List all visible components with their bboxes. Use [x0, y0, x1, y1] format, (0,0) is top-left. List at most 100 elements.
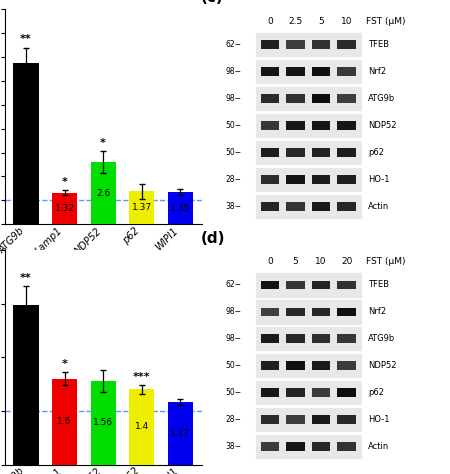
Text: p62: p62 — [369, 148, 384, 157]
Text: HO-1: HO-1 — [369, 415, 390, 424]
FancyBboxPatch shape — [338, 335, 356, 343]
FancyBboxPatch shape — [255, 167, 362, 192]
Text: 1.6: 1.6 — [57, 417, 72, 426]
FancyBboxPatch shape — [255, 353, 362, 378]
FancyBboxPatch shape — [312, 202, 330, 210]
Text: 0: 0 — [267, 257, 273, 266]
FancyBboxPatch shape — [255, 272, 362, 298]
FancyBboxPatch shape — [261, 148, 279, 157]
Text: 62−: 62− — [225, 280, 242, 289]
FancyBboxPatch shape — [261, 308, 279, 316]
FancyBboxPatch shape — [255, 326, 362, 352]
FancyBboxPatch shape — [312, 335, 330, 343]
Text: ATG9b: ATG9b — [369, 334, 396, 343]
FancyBboxPatch shape — [312, 121, 330, 130]
Text: 10: 10 — [315, 257, 327, 266]
FancyBboxPatch shape — [255, 299, 362, 325]
Text: ATG9b: ATG9b — [369, 94, 396, 103]
FancyBboxPatch shape — [261, 415, 279, 424]
Text: Nrf2: Nrf2 — [369, 67, 387, 76]
FancyBboxPatch shape — [261, 335, 279, 343]
Text: 50−: 50− — [225, 148, 242, 157]
Bar — [168, 192, 193, 224]
FancyBboxPatch shape — [255, 407, 362, 432]
FancyBboxPatch shape — [312, 442, 330, 451]
FancyBboxPatch shape — [261, 442, 279, 451]
Text: NDP52: NDP52 — [369, 121, 397, 130]
Text: 2.5: 2.5 — [288, 17, 303, 26]
Text: HO-1: HO-1 — [369, 175, 390, 184]
Text: 38−: 38− — [225, 442, 242, 451]
Text: 10: 10 — [341, 17, 352, 26]
FancyBboxPatch shape — [286, 415, 305, 424]
FancyBboxPatch shape — [261, 202, 279, 210]
Bar — [90, 162, 116, 224]
FancyBboxPatch shape — [255, 434, 362, 459]
Text: 62−: 62− — [225, 40, 242, 49]
Text: ***: *** — [133, 372, 150, 382]
Text: *: * — [100, 138, 106, 148]
Bar — [52, 379, 77, 465]
FancyBboxPatch shape — [286, 175, 305, 183]
FancyBboxPatch shape — [338, 40, 356, 49]
FancyBboxPatch shape — [312, 415, 330, 424]
FancyBboxPatch shape — [338, 94, 356, 103]
Text: Actin: Actin — [369, 202, 390, 211]
FancyBboxPatch shape — [286, 281, 305, 289]
Text: **: ** — [20, 273, 32, 283]
FancyBboxPatch shape — [261, 94, 279, 103]
Text: 0: 0 — [267, 17, 273, 26]
FancyBboxPatch shape — [286, 442, 305, 451]
Text: 38−: 38− — [225, 202, 242, 211]
FancyBboxPatch shape — [312, 94, 330, 103]
Text: 1.32: 1.32 — [54, 204, 75, 213]
Text: 1.17: 1.17 — [170, 428, 190, 438]
Text: NDP52: NDP52 — [369, 361, 397, 370]
FancyBboxPatch shape — [255, 32, 362, 57]
Text: p62: p62 — [369, 388, 384, 397]
FancyBboxPatch shape — [312, 308, 330, 316]
FancyBboxPatch shape — [338, 362, 356, 370]
FancyBboxPatch shape — [255, 194, 362, 219]
Text: (d): (d) — [201, 230, 225, 246]
FancyBboxPatch shape — [286, 202, 305, 210]
FancyBboxPatch shape — [312, 67, 330, 76]
FancyBboxPatch shape — [286, 389, 305, 397]
FancyBboxPatch shape — [312, 175, 330, 183]
FancyBboxPatch shape — [261, 40, 279, 49]
Text: 1.56: 1.56 — [93, 418, 113, 427]
FancyBboxPatch shape — [261, 362, 279, 370]
FancyBboxPatch shape — [338, 202, 356, 210]
Text: 50−: 50− — [225, 361, 242, 370]
FancyBboxPatch shape — [261, 67, 279, 76]
FancyBboxPatch shape — [255, 86, 362, 111]
FancyBboxPatch shape — [286, 362, 305, 370]
FancyBboxPatch shape — [338, 442, 356, 451]
Text: FST (μM): FST (μM) — [366, 17, 405, 26]
FancyBboxPatch shape — [261, 121, 279, 130]
Bar — [129, 390, 154, 465]
FancyBboxPatch shape — [286, 67, 305, 76]
Text: 1.37: 1.37 — [131, 203, 152, 212]
Text: Actin: Actin — [369, 442, 390, 451]
Text: 98−: 98− — [225, 334, 242, 343]
FancyBboxPatch shape — [286, 40, 305, 49]
FancyBboxPatch shape — [255, 380, 362, 405]
Text: *: * — [62, 177, 68, 187]
FancyBboxPatch shape — [338, 121, 356, 130]
Text: **: ** — [20, 35, 32, 45]
FancyBboxPatch shape — [338, 67, 356, 76]
Text: 20: 20 — [341, 257, 352, 266]
Bar — [14, 305, 39, 465]
FancyBboxPatch shape — [338, 389, 356, 397]
Text: 98−: 98− — [225, 307, 242, 316]
FancyBboxPatch shape — [261, 175, 279, 183]
FancyBboxPatch shape — [286, 308, 305, 316]
Text: 98−: 98− — [225, 67, 242, 76]
Text: FST (μM): FST (μM) — [366, 257, 405, 266]
FancyBboxPatch shape — [312, 40, 330, 49]
Text: 50−: 50− — [225, 121, 242, 130]
FancyBboxPatch shape — [286, 335, 305, 343]
FancyBboxPatch shape — [286, 121, 305, 130]
Bar — [90, 381, 116, 465]
